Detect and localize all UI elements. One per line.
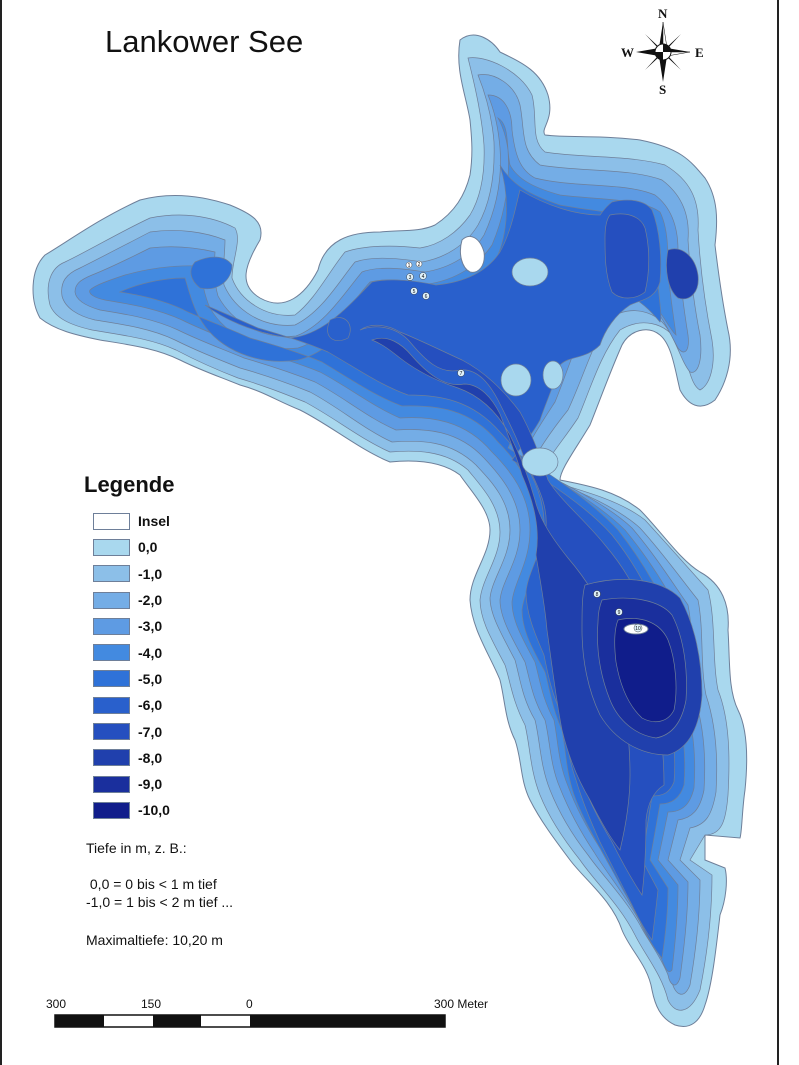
compass-south-label: S bbox=[659, 82, 667, 97]
max-depth-note: Maximaltiefe: 10,20 m bbox=[86, 932, 223, 948]
legend-label: -6,0 bbox=[138, 697, 163, 714]
legend-swatch bbox=[93, 617, 130, 635]
legend-swatch bbox=[93, 591, 130, 609]
depth-marker-4: 4 bbox=[419, 272, 427, 280]
legend-item: -6,0 bbox=[93, 692, 170, 718]
depth-marker-3: 3 bbox=[406, 273, 414, 281]
scale-label-150: 150 bbox=[141, 997, 162, 1011]
legend-label: -5,0 bbox=[138, 670, 163, 687]
legend-item: -10,0 bbox=[93, 797, 170, 823]
depth-marker-7: 7 bbox=[457, 369, 465, 377]
depth-example-1: 0,0 = 0 bis < 1 m tief bbox=[86, 876, 217, 892]
legend-swatch bbox=[93, 723, 130, 741]
svg-text:3: 3 bbox=[409, 275, 412, 281]
legend-swatch bbox=[93, 749, 130, 767]
legend-item: -4,0 bbox=[93, 639, 170, 665]
depth-marker-6: 6 bbox=[422, 292, 430, 300]
compass-north-label: N bbox=[658, 6, 668, 21]
legend-label: -3,0 bbox=[138, 618, 163, 635]
svg-text:5: 5 bbox=[413, 289, 416, 295]
svg-text:2: 2 bbox=[418, 262, 421, 268]
legend-title: Legende bbox=[84, 472, 175, 497]
scale-label-0: 0 bbox=[246, 997, 253, 1011]
legend-swatch bbox=[93, 670, 130, 688]
legend-swatch bbox=[93, 512, 130, 530]
svg-text:4: 4 bbox=[422, 274, 425, 280]
legend-label: -8,0 bbox=[138, 749, 163, 766]
legend-swatch bbox=[93, 644, 130, 662]
legend-item: -7,0 bbox=[93, 718, 170, 744]
legend-label: -1,0 bbox=[138, 565, 163, 582]
scale-bar bbox=[54, 1014, 446, 1028]
legend-label: -2,0 bbox=[138, 592, 163, 609]
compass-rose-icon bbox=[636, 21, 691, 82]
legend-swatch bbox=[93, 775, 130, 793]
depth-unit-note: Tiefe in m, z. B.: bbox=[86, 840, 187, 856]
legend-item: -2,0 bbox=[93, 587, 170, 613]
legend: Insel 0,0 -1,0 -2,0 -3,0 -4,0 -5,0 -6,0 -7,0 -8,0… bbox=[93, 508, 170, 824]
legend-item: -5,0 bbox=[93, 666, 170, 692]
legend-item: 0,0 bbox=[93, 534, 170, 560]
svg-text:1: 1 bbox=[408, 263, 411, 269]
legend-label: -10,0 bbox=[138, 802, 170, 819]
scale-label-300-meter: 300 Meter bbox=[434, 997, 489, 1011]
depth-marker-8: 8 bbox=[593, 590, 601, 598]
depth-marker-9: 9 bbox=[615, 608, 623, 616]
legend-swatch bbox=[93, 565, 130, 583]
legend-item: -8,0 bbox=[93, 745, 170, 771]
svg-text:9: 9 bbox=[618, 610, 621, 616]
depth-marker-2: 2 bbox=[415, 260, 423, 268]
map-title: Lankower See bbox=[105, 24, 304, 59]
legend-label: -9,0 bbox=[138, 776, 163, 793]
svg-text:10: 10 bbox=[635, 626, 641, 632]
legend-swatch bbox=[93, 696, 130, 714]
legend-item: -3,0 bbox=[93, 613, 170, 639]
legend-swatch bbox=[93, 538, 130, 556]
legend-swatch bbox=[93, 801, 130, 819]
svg-text:8: 8 bbox=[596, 592, 599, 598]
legend-label: 0,0 bbox=[138, 539, 158, 556]
depth-example-2: -1,0 = 1 bis < 2 m tief ... bbox=[86, 894, 234, 910]
legend-item: Insel bbox=[93, 508, 170, 534]
legend-label: -4,0 bbox=[138, 644, 163, 661]
depth-marker-1: 1 bbox=[405, 261, 413, 269]
compass-east-label: E bbox=[695, 45, 704, 60]
depth-markers: 1 2 3 4 5 6 7 8 9 10 bbox=[405, 260, 643, 633]
svg-text:6: 6 bbox=[425, 294, 428, 300]
scale-label-300-left: 300 bbox=[46, 997, 67, 1011]
depth-marker-5: 5 bbox=[410, 287, 418, 295]
compass-west-label: W bbox=[621, 45, 634, 60]
legend-label: Insel bbox=[138, 513, 170, 530]
legend-label: -7,0 bbox=[138, 723, 163, 740]
map-frame bbox=[0, 0, 779, 1065]
depth-marker-10: 10 bbox=[633, 623, 643, 633]
svg-text:7: 7 bbox=[460, 371, 463, 377]
legend-item: -1,0 bbox=[93, 561, 170, 587]
legend-item: -9,0 bbox=[93, 771, 170, 797]
